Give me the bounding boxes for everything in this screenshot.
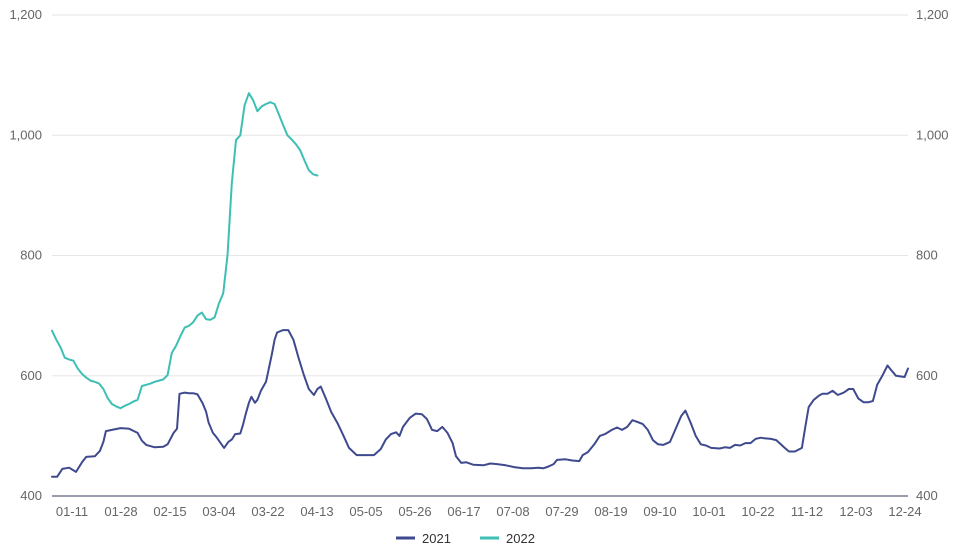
series-line-2021 (51, 329, 909, 478)
series-line-2022 (51, 92, 319, 410)
y-tick-label-right: 600 (916, 368, 938, 383)
legend: 2021 2022 (396, 531, 535, 546)
x-tick-label: 03-22 (251, 504, 284, 519)
y-tick-label-right: 1,000 (916, 127, 949, 142)
y-tick-label-left: 800 (20, 248, 42, 263)
x-tick-label: 12-24 (888, 504, 921, 519)
y-tick-label-right: 400 (916, 488, 938, 503)
series-lines (51, 92, 909, 478)
x-axis: 01-11 01-28 02-15 03-04 03-22 04-13 05-05 05-26… (56, 504, 922, 519)
x-tick-label: 10-01 (692, 504, 725, 519)
y-tick-label-right: 800 (916, 248, 938, 263)
y-axis-left: 400 600 800 1,000 1,200 (9, 7, 42, 503)
x-tick-label: 12-03 (839, 504, 872, 519)
x-tick-label: 01-11 (56, 504, 88, 519)
x-tick-label: 10-22 (741, 504, 774, 519)
x-tick-label: 02-15 (153, 504, 186, 519)
x-tick-label: 05-26 (398, 504, 431, 519)
y-axis-right: 400 600 800 1,000 1,200 (916, 7, 949, 503)
gridlines (52, 14, 908, 377)
y-tick-label-left: 1,000 (9, 127, 42, 142)
y-tick-label-left: 400 (20, 488, 42, 503)
x-tick-label: 01-28 (104, 504, 137, 519)
x-tick-label: 07-29 (545, 504, 578, 519)
x-tick-label: 03-04 (202, 504, 235, 519)
x-tick-label: 11-12 (791, 504, 823, 519)
x-tick-label: 09-10 (643, 504, 676, 519)
x-tick-label: 08-19 (594, 504, 627, 519)
legend-label: 2021 (422, 531, 451, 546)
legend-label: 2022 (506, 531, 535, 546)
y-tick-label-left: 600 (20, 368, 42, 383)
y-tick-label-left: 1,200 (9, 7, 42, 22)
y-tick-label-right: 1,200 (916, 7, 949, 22)
x-tick-label: 05-05 (349, 504, 382, 519)
x-tick-label: 06-17 (447, 504, 480, 519)
x-tick-label: 04-13 (300, 504, 333, 519)
x-tick-label: 07-08 (496, 504, 529, 519)
